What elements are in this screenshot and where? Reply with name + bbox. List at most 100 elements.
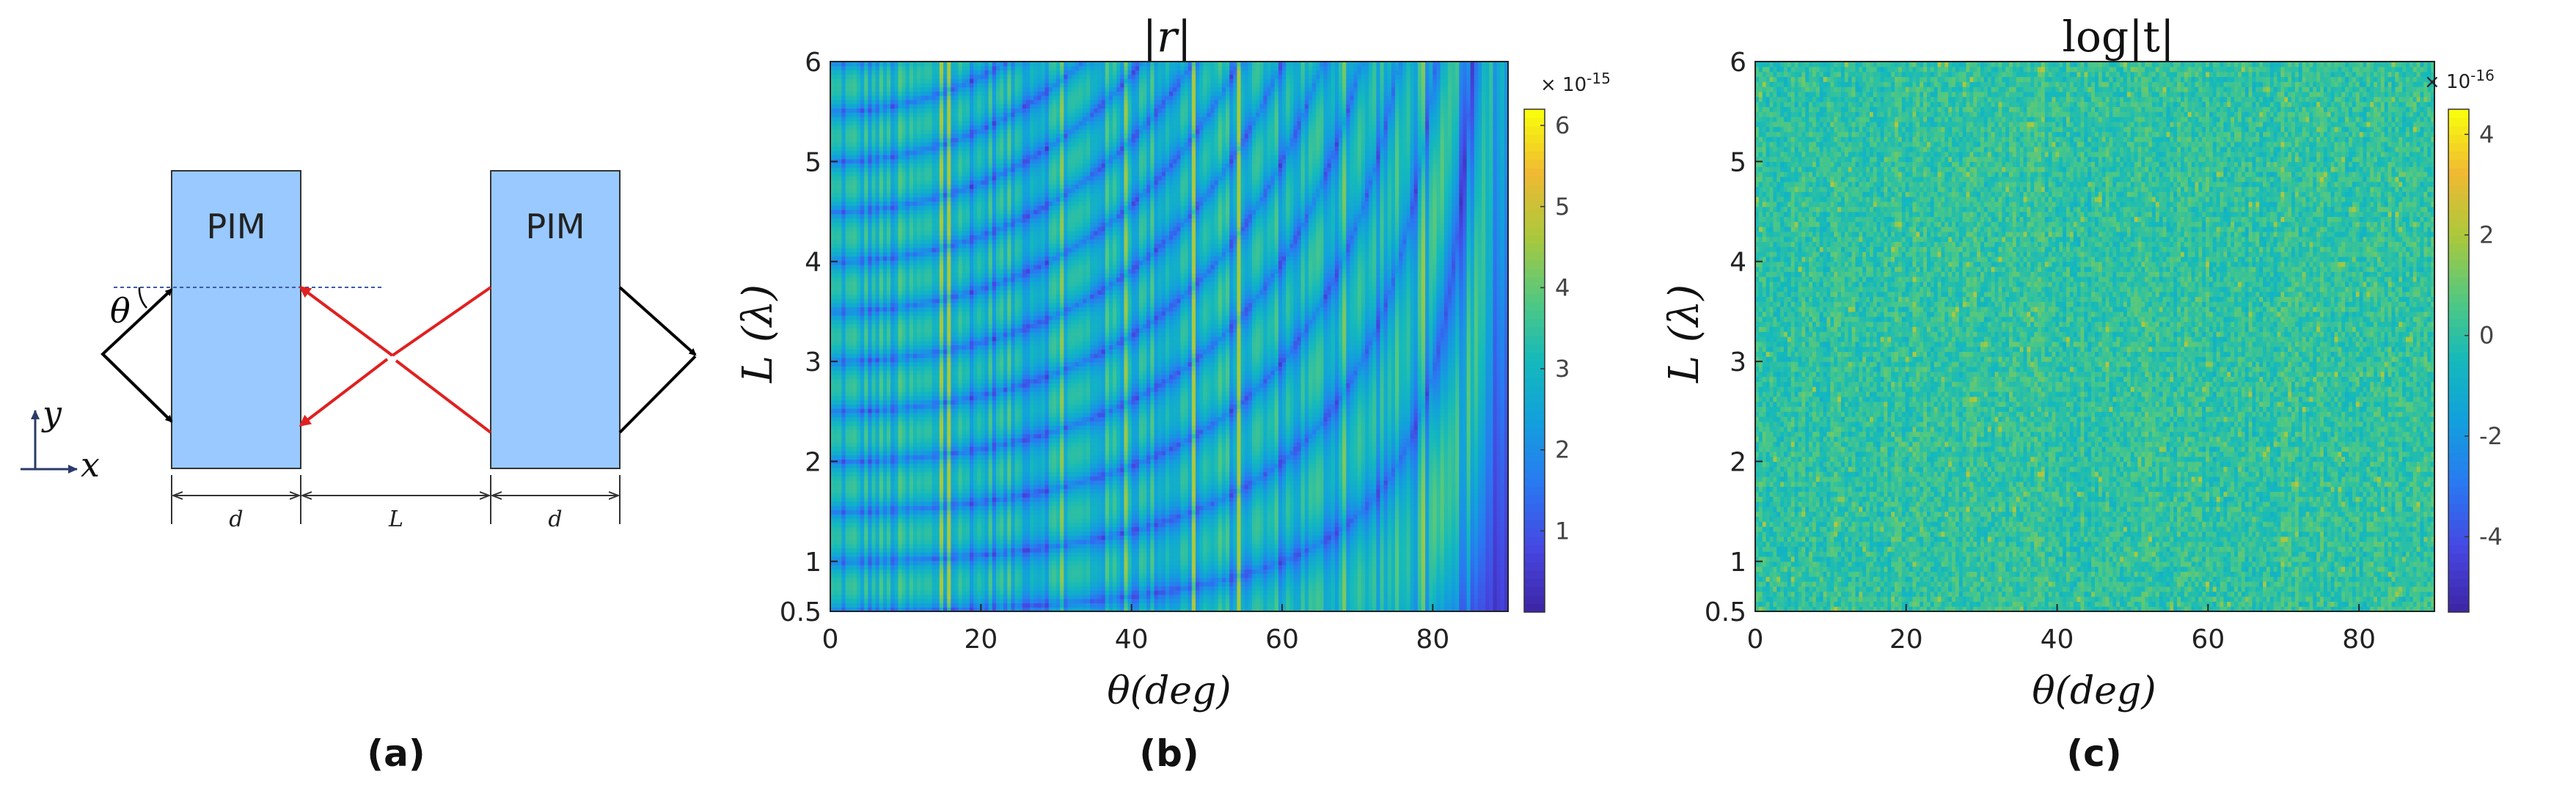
heat-cell <box>977 586 981 590</box>
heat-cell <box>1298 599 1302 603</box>
heat-cell <box>1207 548 1211 552</box>
heat-cell <box>1019 544 1023 548</box>
heat-cell <box>1369 594 1373 599</box>
heat-cell <box>1252 578 1256 582</box>
heat-cell <box>1188 548 1193 552</box>
heat-cell <box>1380 582 1384 586</box>
heat-cell <box>1102 561 1106 565</box>
heat-cell <box>1305 599 1309 603</box>
heat-cell <box>1090 561 1094 565</box>
heat-cell <box>860 561 865 565</box>
heat-cell <box>1339 552 1343 556</box>
heat-cell <box>1354 599 1358 603</box>
heat-cell <box>1482 586 1486 590</box>
heat-cell <box>1298 565 1302 570</box>
heat-cell <box>1493 552 1497 556</box>
heat-cell <box>1072 540 1076 544</box>
heat-cell <box>981 594 985 599</box>
heat-cell <box>1053 578 1057 582</box>
heat-cell <box>1237 599 1241 603</box>
heat-cell <box>1331 552 1336 556</box>
heat-cell <box>1158 565 1163 570</box>
heat-cell <box>857 594 861 599</box>
heat-cell <box>1124 561 1128 565</box>
heat-cell <box>1143 540 1147 544</box>
heat-cell <box>981 578 985 582</box>
heat-cell <box>1233 603 1237 607</box>
heat-cell <box>1312 590 1317 594</box>
heat-cell <box>1493 582 1497 586</box>
heat-cell <box>1388 556 1392 561</box>
heat-cell <box>1030 561 1034 565</box>
heat-cell <box>1113 544 1117 548</box>
heat-cell <box>1166 573 1170 578</box>
heat-cell <box>1452 603 1456 607</box>
heat-cell <box>890 603 895 607</box>
heat-cell <box>1429 565 1433 570</box>
heat-cell <box>1199 569 1204 573</box>
heat-cell <box>1237 590 1241 594</box>
heat-cell <box>1432 561 1437 565</box>
heat-cell <box>1094 540 1098 544</box>
heat-cell <box>1275 586 1279 590</box>
heat-cell <box>1154 548 1158 552</box>
heat-cell <box>1207 556 1211 561</box>
heat-cell <box>1086 544 1091 548</box>
heat-cell <box>1192 552 1196 556</box>
heat-cell <box>921 586 925 590</box>
heat-cell <box>1162 586 1166 590</box>
heat-cell <box>959 590 963 594</box>
heat-cell <box>1003 544 1008 548</box>
heat-cell <box>1350 578 1354 582</box>
heat-cell <box>1226 540 1230 544</box>
heat-cell <box>1418 594 1422 599</box>
heat-cell <box>1489 548 1493 552</box>
heat-cell <box>1497 565 1501 570</box>
heat-cell <box>1444 578 1449 582</box>
heat-cell <box>1471 578 1475 582</box>
heat-cell <box>1222 569 1226 573</box>
heat-cell <box>1000 594 1004 599</box>
heat-cell <box>887 561 891 565</box>
heat-cell <box>1015 561 1020 565</box>
heat-cell <box>1441 561 1445 565</box>
heat-cell <box>1346 603 1350 607</box>
heat-cell <box>981 599 985 603</box>
heat-cell <box>1128 599 1133 603</box>
heat-cell <box>1053 599 1057 603</box>
heat-cell <box>1463 578 1467 582</box>
heat-cell <box>868 603 872 607</box>
heat-cell <box>1309 573 1313 578</box>
heat-cell <box>1222 586 1226 590</box>
heat-cell <box>1233 594 1237 599</box>
heat-cell <box>1493 603 1497 607</box>
heat-cell <box>966 586 970 590</box>
heat-cell <box>1474 599 1479 603</box>
heat-cell <box>1298 561 1302 565</box>
heat-cell <box>1210 561 1215 565</box>
heat-cell <box>1113 561 1117 565</box>
heat-cell <box>966 594 970 599</box>
heat-cell <box>984 561 989 565</box>
heat-cell <box>838 565 842 570</box>
heat-cell <box>1177 586 1181 590</box>
heat-cell <box>1342 565 1347 570</box>
heat-cell <box>860 552 865 556</box>
heat-cell <box>1173 548 1177 552</box>
heat-cell <box>1049 599 1053 603</box>
heat-cell <box>876 603 880 607</box>
heat-cell <box>1033 578 1038 582</box>
heat-cell <box>857 561 861 565</box>
heat-cell <box>1060 573 1064 578</box>
heat-cell <box>1229 552 1234 556</box>
heat-cell <box>846 556 850 561</box>
heat-cell <box>1041 535 1045 540</box>
heat-cell <box>1414 565 1419 570</box>
heat-cell <box>876 599 880 603</box>
heat-cell <box>1185 582 1189 586</box>
heat-cell <box>879 599 884 603</box>
heat-cell <box>1000 578 1004 582</box>
heat-cell <box>932 599 937 603</box>
heat-cell <box>1109 586 1113 590</box>
heat-cell <box>921 552 925 556</box>
